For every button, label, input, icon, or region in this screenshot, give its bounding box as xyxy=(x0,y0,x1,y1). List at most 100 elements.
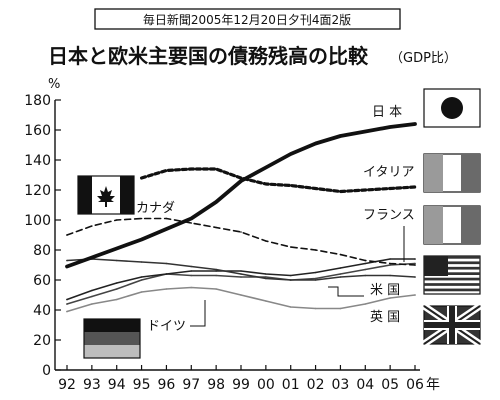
series-line-3 xyxy=(66,258,416,301)
series-point xyxy=(265,240,267,242)
series-point xyxy=(140,276,143,278)
series-point xyxy=(215,270,217,272)
series-point xyxy=(91,225,93,227)
canada-flag-icon xyxy=(77,175,135,215)
chart-title: 日本と欧米主要国の債務残高の比較 xyxy=(48,44,369,68)
x-tick-label: 93 xyxy=(83,377,101,393)
series-point xyxy=(314,271,317,274)
series-point xyxy=(289,279,292,281)
japan-flag-icon xyxy=(423,88,481,128)
series-point xyxy=(289,184,292,187)
series-point xyxy=(389,126,391,128)
y-tick-label: 60 xyxy=(33,273,51,289)
series-point xyxy=(215,201,217,203)
series-point xyxy=(190,217,193,220)
series-point xyxy=(339,135,342,137)
source-label: 毎日新聞2005年12月20日夕刊4面2版 xyxy=(143,12,351,27)
series-point xyxy=(91,295,93,298)
y-tick-label: 180 xyxy=(24,93,51,109)
series-point xyxy=(240,294,242,296)
series-point xyxy=(115,219,118,221)
series-layer xyxy=(65,122,417,313)
series-point xyxy=(289,153,292,155)
y-tick-label: 140 xyxy=(24,153,51,169)
series-point xyxy=(389,274,391,277)
y-tick-label: 0 xyxy=(42,363,51,379)
series-point xyxy=(115,259,118,262)
y-unit-label: % xyxy=(48,77,60,92)
series-point xyxy=(265,277,267,280)
y-tick-label: 120 xyxy=(24,183,51,199)
series-point xyxy=(240,276,242,278)
series-point xyxy=(289,274,292,277)
series-point xyxy=(140,279,143,281)
x-tick-label: 03 xyxy=(332,377,350,393)
series-point xyxy=(190,270,193,272)
series-line-1 xyxy=(140,167,417,194)
series-point xyxy=(265,273,267,275)
series-point xyxy=(364,303,367,305)
series-point xyxy=(91,303,93,305)
series-point xyxy=(190,168,193,170)
series-point xyxy=(314,279,317,281)
series-line-6 xyxy=(66,286,416,313)
series-point xyxy=(314,307,317,310)
series-point xyxy=(215,268,217,271)
series-point xyxy=(339,307,342,310)
series-point xyxy=(240,231,242,233)
series-point xyxy=(364,274,367,277)
usa-leader-line xyxy=(328,286,364,297)
series-point xyxy=(364,262,367,265)
series-point xyxy=(289,246,292,248)
series-point xyxy=(66,303,68,305)
series-point xyxy=(314,142,317,145)
series-point xyxy=(265,166,267,169)
series-point xyxy=(364,189,367,191)
series-label-5: ドイツ xyxy=(147,319,186,334)
series-point xyxy=(265,300,267,302)
x-tick-label: 92 xyxy=(58,377,76,393)
series-point xyxy=(66,298,68,301)
series-label-1: イタリア xyxy=(363,165,414,180)
x-tick-label: 94 xyxy=(108,377,126,393)
series-point xyxy=(66,234,68,236)
series-point xyxy=(215,168,217,170)
series-label-0: 日 本 xyxy=(372,105,402,120)
x-tick-label: 98 xyxy=(207,377,225,393)
series-point xyxy=(389,187,391,190)
series-point xyxy=(240,270,242,272)
series-point xyxy=(115,247,118,250)
x-tick-label: 96 xyxy=(158,377,176,393)
y-tick-label: 20 xyxy=(33,333,51,349)
series-point xyxy=(66,265,68,268)
x-tick-label: 95 xyxy=(133,377,151,393)
series-point xyxy=(66,310,68,313)
series-point xyxy=(414,186,416,188)
series-point xyxy=(115,288,118,290)
x-tick-label: 06 xyxy=(406,377,424,393)
series-point xyxy=(165,262,168,265)
series-point xyxy=(414,276,416,278)
series-point xyxy=(414,294,416,296)
france-flag-icon xyxy=(423,205,481,245)
series-point xyxy=(265,183,267,185)
series-point xyxy=(339,267,342,269)
series-point xyxy=(140,291,143,293)
series-point xyxy=(190,222,193,224)
x-tick-label: 99 xyxy=(232,377,250,393)
series-point xyxy=(215,288,217,290)
series-point xyxy=(364,130,367,133)
series-point xyxy=(115,282,118,284)
series-point xyxy=(389,264,391,266)
series-point xyxy=(414,262,416,265)
x-tick-label: 02 xyxy=(307,377,325,393)
usa-flag-icon xyxy=(423,255,481,295)
series-point xyxy=(314,249,317,251)
x-unit-label: 年 xyxy=(426,377,440,393)
series-point xyxy=(389,297,391,299)
y-tick-label: 80 xyxy=(33,243,51,259)
series-line-2 xyxy=(66,217,416,266)
series-point xyxy=(165,169,168,172)
